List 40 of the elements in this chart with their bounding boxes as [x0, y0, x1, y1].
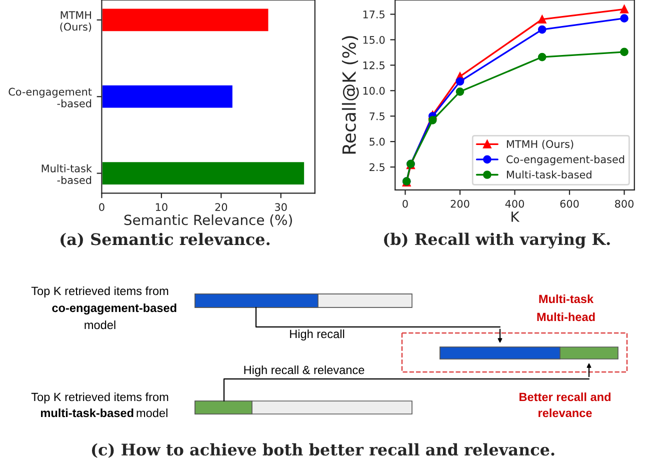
y-axis-title: Recall@K (%) — [342, 36, 359, 154]
text: Multi-task — [539, 294, 594, 304]
x-tick-label: 400 — [505, 200, 524, 208]
x-tick-label: 200 — [450, 200, 470, 208]
y-tick-label: MTMH (Ours) — [60, 11, 92, 32]
y-tick-label: 10.0 — [363, 86, 385, 95]
text: co-engagement-based — [52, 303, 176, 315]
x-tick-label: 20 — [215, 203, 228, 212]
y-tick-label: Multi-task -based — [42, 164, 92, 184]
y-tick-label: 15.0 — [363, 36, 385, 44]
y-tick-label: 17.5 — [363, 10, 384, 18]
x-tick-label: 800 — [615, 200, 634, 208]
text: (c) How to achieve both better recall and relevance. — [92, 443, 554, 458]
y-tick-label: Co-engagement -based — [8, 88, 92, 108]
y-tick-label: 5.0 — [370, 138, 385, 146]
x-tick-label: 10 — [156, 203, 168, 212]
text: Better recall and — [520, 392, 610, 402]
text: High recall & relevance — [244, 365, 364, 376]
text: model — [136, 408, 168, 418]
y-tick-label: 7.5 — [370, 112, 384, 120]
x-tick-label: 600 — [560, 200, 579, 208]
x-tick-label: 0 — [99, 203, 104, 212]
legend-label: Co-engagement-based — [506, 155, 624, 166]
text: (a) Semantic relevance. — [60, 232, 270, 248]
y-tick-label: 12.5 — [363, 61, 384, 70]
text: High recall — [290, 329, 344, 340]
y-tick-label: 2.5 — [370, 163, 384, 172]
text: Top K retrieved items from — [31, 286, 168, 298]
x-axis-title: K — [512, 212, 520, 222]
text: multi-task-based — [40, 408, 134, 418]
x-tick-label: 0 — [402, 200, 408, 208]
text: model — [84, 320, 116, 330]
x-tick-label: 30 — [275, 203, 287, 212]
legend-label: Multi-task-based — [506, 170, 592, 179]
text: (b) Recall with varying K. — [384, 232, 610, 248]
x-axis-title: Semantic Relevance (%) — [124, 214, 292, 227]
legend-label: MTMH (Ours) — [506, 140, 574, 150]
text: Top K retrieved items from — [31, 392, 168, 404]
text: Multi-head — [537, 312, 595, 322]
text: relevance — [538, 408, 592, 418]
